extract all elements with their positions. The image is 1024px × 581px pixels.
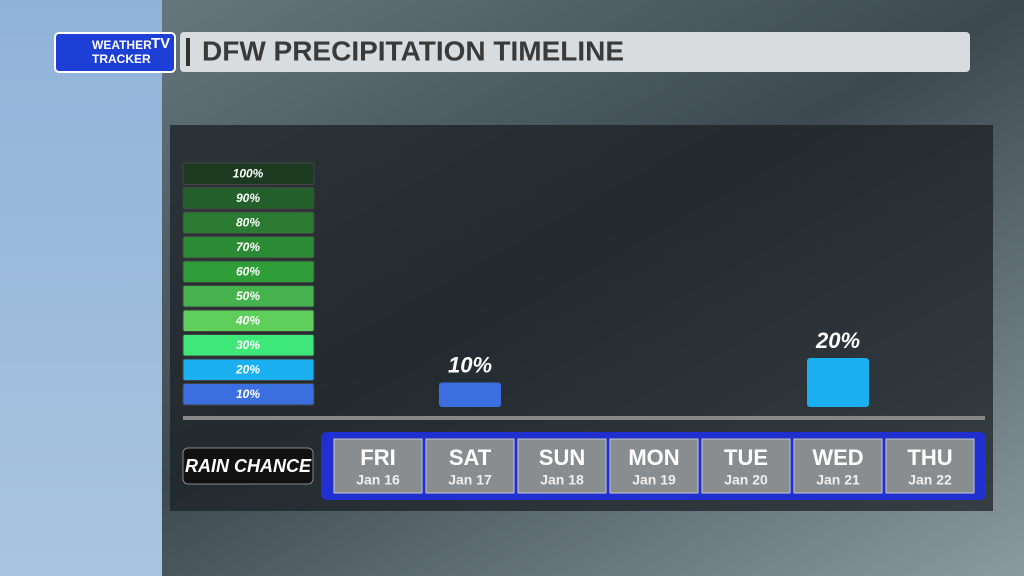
x-tick-label: MON	[628, 445, 679, 470]
y-tick-label: 70%	[236, 240, 260, 254]
bar	[439, 382, 501, 407]
day-cell	[425, 438, 515, 494]
legend-swatch	[182, 334, 315, 357]
y-tick-label: 100%	[233, 166, 264, 180]
side-panel	[0, 0, 162, 576]
baseline	[183, 416, 985, 420]
row-label-box	[182, 447, 314, 485]
x-tick-label: SUN	[539, 445, 585, 470]
value-label: 10%	[448, 352, 492, 377]
y-tick-label: 30%	[236, 338, 260, 352]
day-cell	[517, 438, 607, 494]
legend-swatch	[182, 236, 315, 259]
logo-text: TRACKER	[92, 52, 151, 66]
legend-swatch	[182, 162, 315, 185]
x-tick-label: SAT	[449, 445, 492, 470]
legend-swatch	[182, 211, 315, 234]
y-tick-label: 60%	[236, 264, 260, 278]
date-label: Jan 17	[448, 472, 492, 488]
date-label: Jan 21	[816, 472, 860, 488]
y-tick-label: 90%	[236, 191, 260, 205]
divider	[186, 38, 190, 66]
logo-text: WEATHER	[92, 38, 152, 52]
x-tick-label: THU	[907, 445, 952, 470]
legend-swatch	[182, 260, 315, 283]
legend-swatch	[182, 309, 315, 332]
legend-swatch	[182, 358, 315, 381]
date-label: Jan 18	[540, 472, 584, 488]
day-cell	[333, 438, 423, 494]
x-tick-label: FRI	[360, 445, 395, 470]
day-cell	[793, 438, 883, 494]
x-tick-label: WED	[812, 445, 863, 470]
y-tick-label: 10%	[236, 387, 260, 401]
title-bar	[180, 32, 970, 72]
legend-swatch	[182, 187, 315, 210]
row-label: RAIN CHANCE	[185, 456, 312, 476]
logo-badge: TV	[151, 35, 170, 52]
logo	[54, 32, 176, 73]
day-cell	[609, 438, 699, 494]
day-cell	[885, 438, 975, 494]
day-cell	[701, 438, 791, 494]
x-tick-label: TUE	[724, 445, 768, 470]
y-tick-label: 20%	[235, 362, 260, 376]
y-tick-label: 40%	[235, 313, 260, 327]
y-tick-label: 80%	[236, 215, 260, 229]
legend-swatch	[182, 285, 315, 308]
date-label: Jan 16	[356, 472, 400, 488]
bar	[807, 358, 869, 407]
date-label: Jan 20	[724, 472, 768, 488]
legend-swatch	[182, 383, 315, 406]
y-tick-label: 50%	[236, 289, 260, 303]
value-label: 20%	[815, 328, 860, 353]
chart-title: DFW PRECIPITATION TIMELINE	[202, 35, 624, 66]
date-label: Jan 19	[632, 472, 676, 488]
date-label: Jan 22	[908, 472, 952, 488]
